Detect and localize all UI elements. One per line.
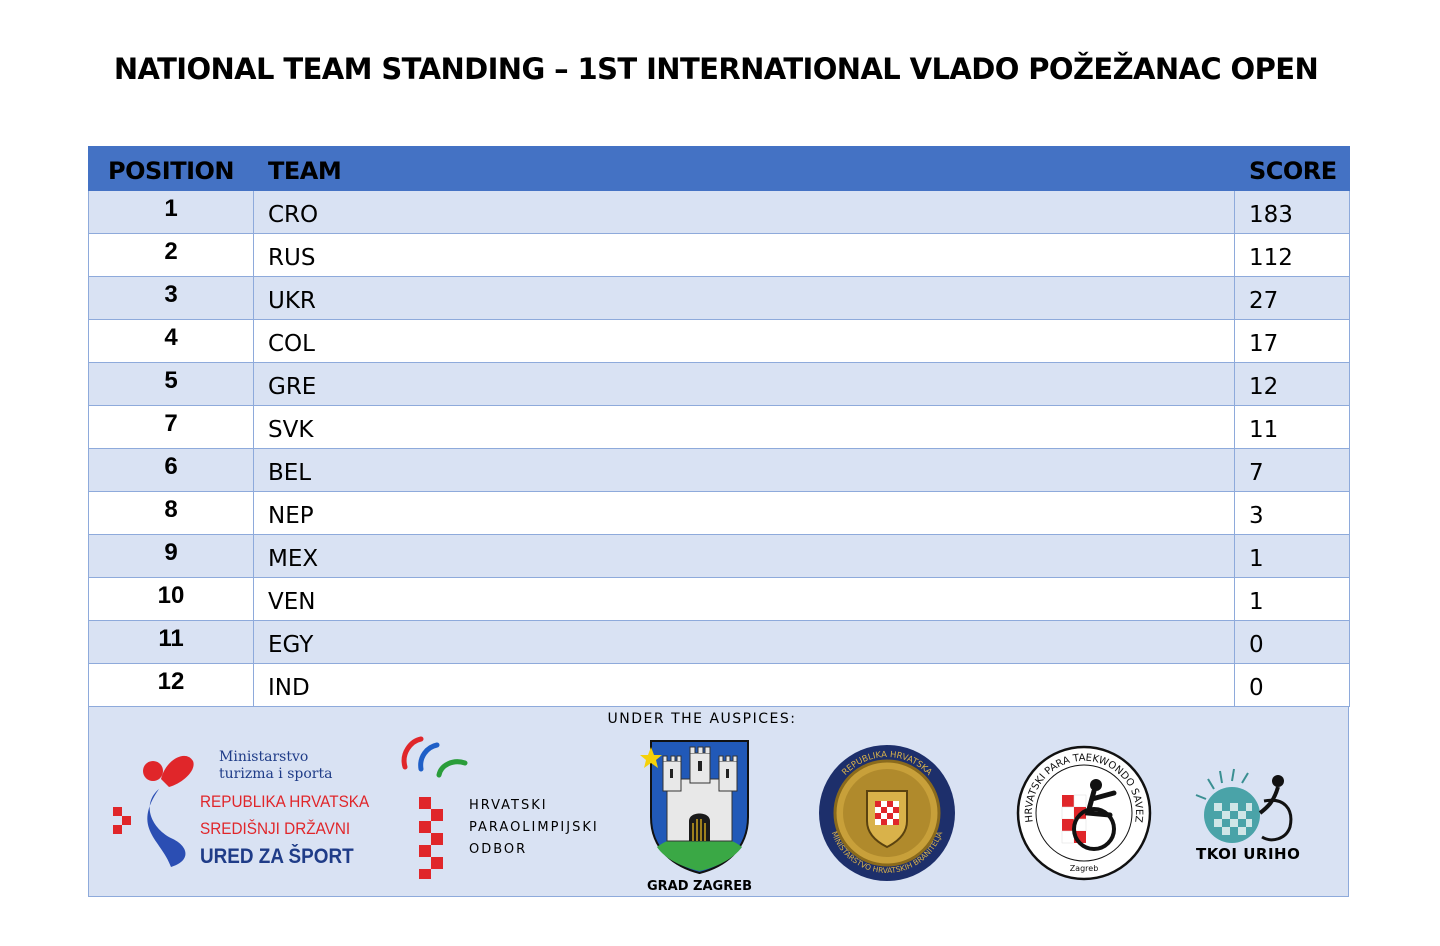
position-cell: 2 — [88, 233, 254, 277]
auspices-panel: UNDER THE AUSPICES: Ministarstvo turizma… — [88, 707, 1349, 897]
table-row: 3 UKR 27 — [88, 276, 1350, 320]
team-cell: COL — [253, 319, 1235, 363]
team-cell: EGY — [253, 620, 1235, 664]
para-taekwondo-badge-icon: HRVATSKI PARA TAEKWONDO SAVEZ Zagreb — [1016, 745, 1152, 881]
position-cell: 6 — [88, 448, 254, 492]
team-cell: CRO — [253, 190, 1235, 234]
team-column-header: TEAM — [253, 146, 1235, 191]
paralympic-committee-logo: HRVATSKI PARAOLIMPIJSKI ODBOR — [397, 735, 617, 880]
score-cell: 11 — [1234, 405, 1350, 449]
team-cell: VEN — [253, 577, 1235, 621]
ministry-sport-logo: Ministarstvo turizma i sporta REPUBLIKA … — [111, 749, 369, 879]
score-cell: 7 — [1234, 448, 1350, 492]
table-row: 8 NEP 3 — [88, 491, 1350, 535]
zagreb-coat-of-arms: GRAD ZAGREB — [637, 739, 762, 897]
table-row: 7 SVK 11 — [88, 405, 1350, 449]
position-cell: 10 — [88, 577, 254, 621]
table-row: 9 MEX 1 — [88, 534, 1350, 578]
para-taekwondo-city: Zagreb — [1070, 864, 1099, 873]
position-cell: 4 — [88, 319, 254, 363]
page-title: NATIONAL TEAM STANDING – 1ST INTERNATION… — [113, 52, 1319, 86]
team-cell: SVK — [253, 405, 1235, 449]
table-header-row: POSITION TEAM SCORE — [88, 146, 1350, 191]
score-cell: 3 — [1234, 491, 1350, 535]
paralympic-line2: PARAOLIMPIJSKI — [469, 820, 599, 835]
table-row: 5 GRE 12 — [88, 362, 1350, 406]
zagreb-caption: GRAD ZAGREB — [647, 879, 753, 894]
tkoi-uriho-logo: TKOI URIHO — [1194, 767, 1309, 867]
position-column-header: POSITION — [88, 146, 254, 191]
tkoi-uriho-emblem-icon — [1195, 768, 1293, 843]
paralympic-line3: ODBOR — [469, 842, 528, 857]
position-cell: 3 — [88, 276, 254, 320]
position-cell: 12 — [88, 663, 254, 707]
position-cell: 8 — [88, 491, 254, 535]
team-cell: MEX — [253, 534, 1235, 578]
score-cell: 12 — [1234, 362, 1350, 406]
table-row: 6 BEL 7 — [88, 448, 1350, 492]
position-cell: 7 — [88, 405, 254, 449]
ministry-line2: turizma i sporta — [219, 766, 333, 782]
team-cell: BEL — [253, 448, 1235, 492]
score-cell: 0 — [1234, 620, 1350, 664]
table-row: 1 CRO 183 — [88, 190, 1350, 234]
team-cell: GRE — [253, 362, 1235, 406]
score-cell: 27 — [1234, 276, 1350, 320]
veterans-ministry-seal: REPUBLIKA HRVATSKA MINISTARSTVO HRVATSKI… — [817, 743, 957, 883]
tkoi-caption: TKOI URIHO — [1196, 845, 1301, 863]
veterans-seal-icon: REPUBLIKA HRVATSKA MINISTARSTVO HRVATSKI… — [819, 745, 955, 881]
score-cell: 17 — [1234, 319, 1350, 363]
team-cell: UKR — [253, 276, 1235, 320]
standings-table: POSITION TEAM SCORE 1 CRO 183 2 RUS 112 3 UKR 27… — [88, 146, 1350, 707]
table-row: 4 COL 17 — [88, 319, 1350, 363]
score-cell: 0 — [1234, 663, 1350, 707]
team-cell: IND — [253, 663, 1235, 707]
table-row: 10 VEN 1 — [88, 577, 1350, 621]
ministry-line3: REPUBLIKA HRVATSKA — [200, 792, 370, 811]
position-cell: 11 — [88, 620, 254, 664]
zagreb-shield-icon — [640, 740, 749, 874]
table-row: 12 IND 0 — [88, 663, 1350, 707]
score-cell: 183 — [1234, 190, 1350, 234]
position-cell: 5 — [88, 362, 254, 406]
position-cell: 9 — [88, 534, 254, 578]
score-cell: 112 — [1234, 233, 1350, 277]
score-column-header: SCORE — [1234, 146, 1350, 191]
para-taekwondo-federation-logo: HRVATSKI PARA TAEKWONDO SAVEZ Zagreb — [1014, 743, 1154, 883]
paralympic-line1: HRVATSKI — [469, 798, 548, 813]
score-cell: 1 — [1234, 534, 1350, 578]
standings-table-container: POSITION TEAM SCORE 1 CRO 183 2 RUS 112 3 UKR 27… — [88, 146, 1350, 707]
team-cell: RUS — [253, 233, 1235, 277]
position-cell: 1 — [88, 190, 254, 234]
score-cell: 1 — [1234, 577, 1350, 621]
table-row: 2 RUS 112 — [88, 233, 1350, 277]
table-row: 11 EGY 0 — [88, 620, 1350, 664]
ministry-line1: Ministarstvo — [219, 749, 309, 765]
ministry-line4: SREDIŠNJI DRŽAVNI — [200, 819, 351, 838]
team-cell: NEP — [253, 491, 1235, 535]
paralympic-agitos-icon — [401, 736, 468, 879]
ministry-figure-icon — [113, 755, 194, 867]
ministry-line5: URED ZA ŠPORT — [200, 845, 354, 868]
auspices-title: UNDER THE AUSPICES: — [607, 711, 797, 727]
standings-body: 1 CRO 183 2 RUS 112 3 UKR 27 4 COL 17 5 GRE 12 7 SVK 11 6 B… — [88, 190, 1350, 707]
